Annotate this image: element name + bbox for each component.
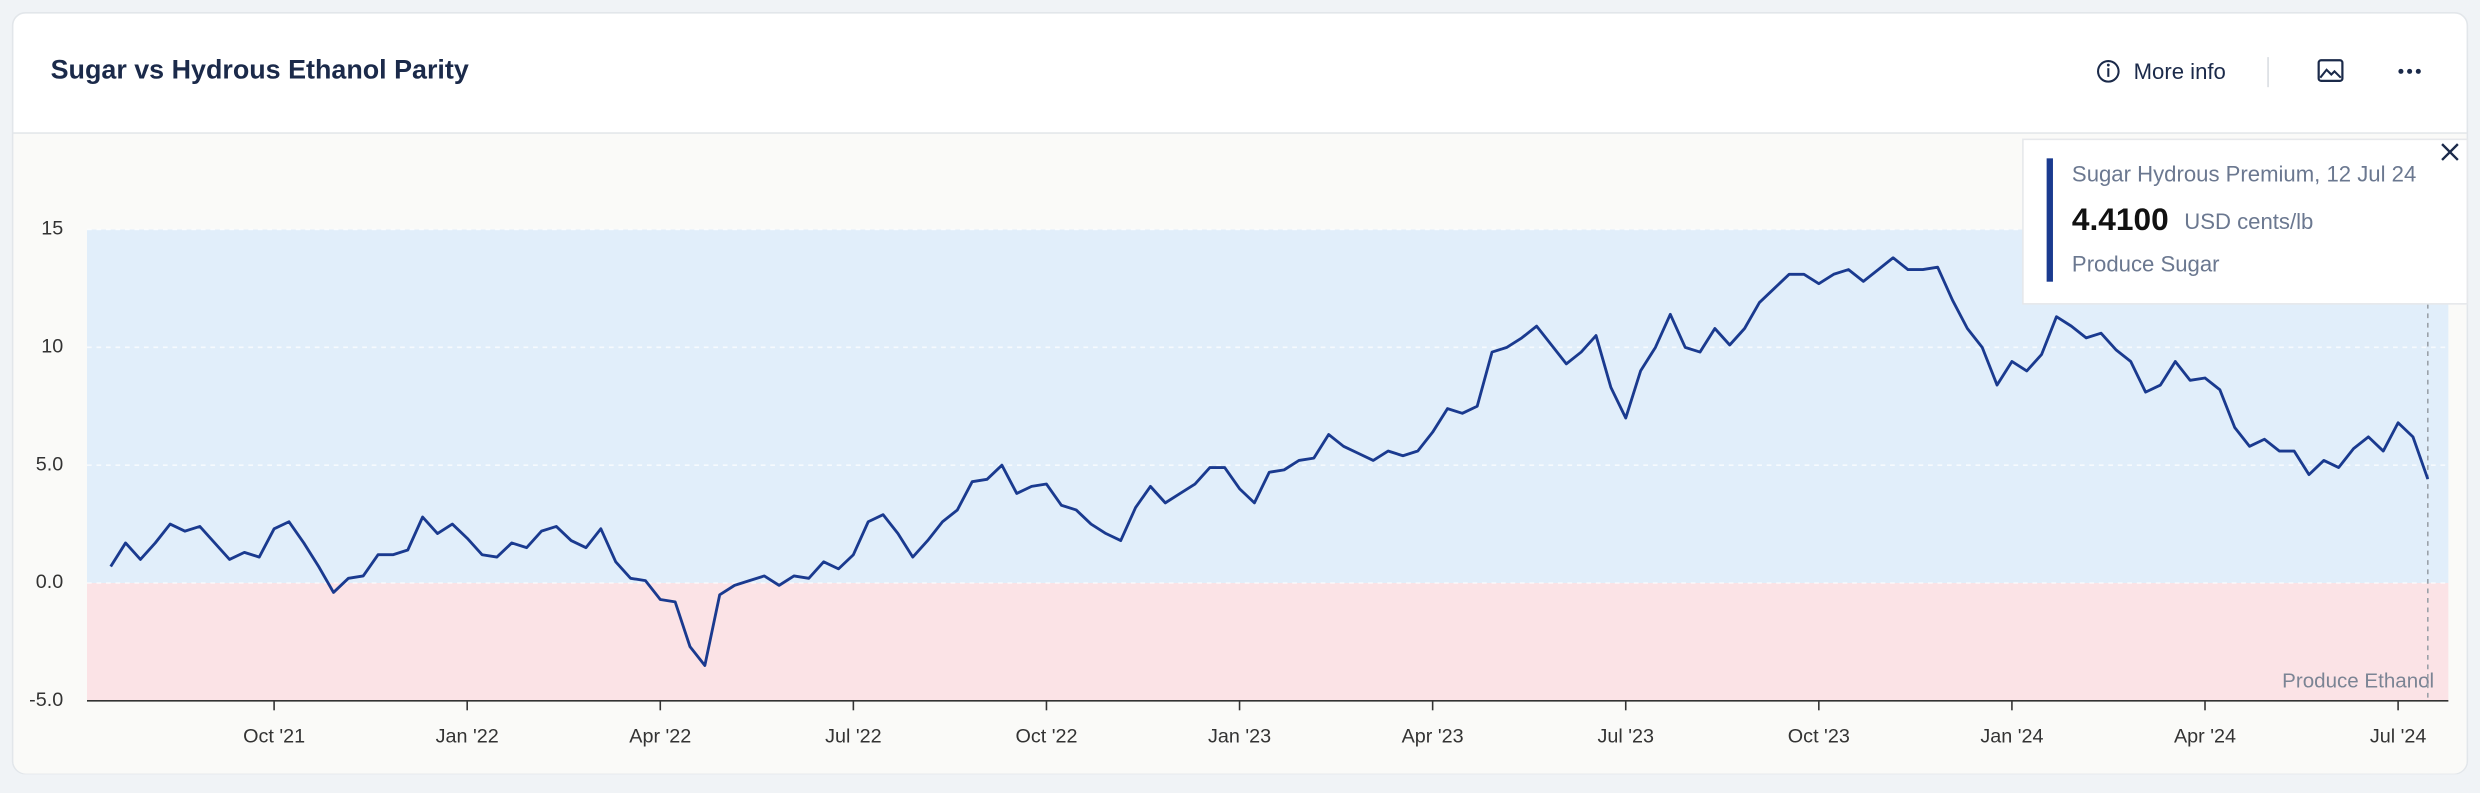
region-label: Produce Ethanol: [2282, 669, 2434, 692]
x-tick-label: Apr '24: [2174, 725, 2236, 747]
y-tick-label: 10: [41, 336, 63, 358]
tooltip: Sugar Hydrous Premium, 12 Jul 24 4.4100 …: [2022, 138, 2469, 305]
x-tick-label: Oct '23: [1788, 725, 1850, 747]
more-info-button[interactable]: More info: [2097, 59, 2226, 84]
region-band: [86, 583, 2449, 701]
x-tick-label: Apr '22: [629, 725, 691, 747]
dot: [2398, 68, 2404, 74]
x-tick-label: Jan '24: [1980, 725, 2043, 747]
y-tick-label: -5.0: [29, 689, 63, 711]
image-export-button[interactable]: [2317, 59, 2344, 82]
tooltip-accent: [2046, 158, 2053, 282]
tooltip-box: [2022, 138, 2469, 305]
more-options-button[interactable]: [2398, 68, 2421, 74]
image-icon-mountain: [2319, 68, 2342, 79]
y-tick-label: 0.0: [36, 571, 63, 593]
x-tick-label: Oct '21: [243, 725, 305, 747]
tooltip-unit: USD cents/lb: [2184, 209, 2313, 234]
info-icon-dot: [2106, 63, 2110, 67]
x-tick-label: Oct '22: [1015, 725, 1077, 747]
more-info-label: More info: [2134, 59, 2226, 84]
tooltip-title: Sugar Hydrous Premium, 12 Jul 24: [2072, 162, 2416, 187]
chart-title: Sugar vs Hydrous Ethanol Parity: [51, 54, 469, 84]
x-tick-label: Jul '24: [2370, 725, 2427, 747]
x-tick-label: Apr '23: [1402, 725, 1464, 747]
tooltip-value: 4.4100: [2072, 201, 2169, 237]
x-tick-label: Jul '23: [1597, 725, 1654, 747]
dot: [2415, 68, 2421, 74]
x-tick-label: Jan '23: [1208, 725, 1271, 747]
image-icon: [2317, 59, 2344, 82]
dot: [2407, 68, 2413, 74]
tooltip-region: Produce Sugar: [2072, 252, 2220, 277]
x-tick-label: Jul '22: [825, 725, 882, 747]
close-button[interactable]: [2441, 143, 2459, 161]
line-series: [109, 256, 2430, 667]
info-icon: [2097, 60, 2120, 83]
y-tick-label: 15: [41, 218, 63, 240]
x-tick-label: Jan '22: [436, 725, 499, 747]
y-tick-label: 5.0: [36, 453, 63, 475]
